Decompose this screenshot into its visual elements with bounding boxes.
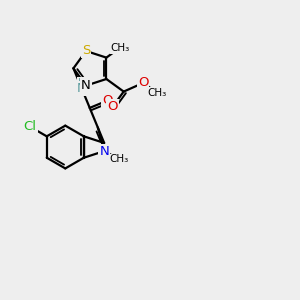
Text: N: N: [77, 82, 86, 94]
Text: O: O: [102, 94, 112, 107]
Text: H: H: [77, 78, 86, 88]
Text: CH₃: CH₃: [110, 43, 130, 53]
Text: CH₃: CH₃: [110, 154, 129, 164]
Text: S: S: [82, 44, 90, 58]
Text: O: O: [107, 100, 118, 113]
Text: N: N: [81, 79, 91, 92]
Text: Cl: Cl: [24, 120, 37, 133]
Text: O: O: [138, 76, 148, 89]
Text: N: N: [99, 145, 109, 158]
Text: CH₃: CH₃: [147, 88, 167, 98]
